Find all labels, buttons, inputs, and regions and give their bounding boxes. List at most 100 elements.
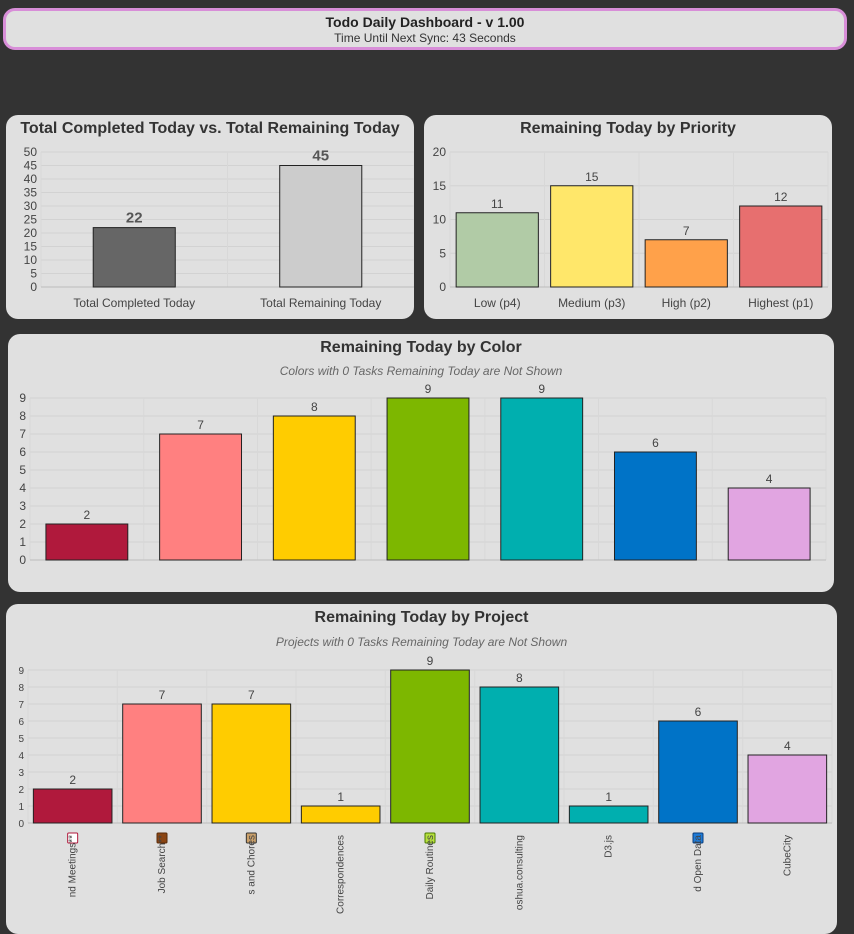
bar-value-label: 12 (774, 190, 788, 204)
bar (279, 165, 363, 288)
bar (568, 805, 649, 824)
y-tick-label: 3 (18, 768, 24, 779)
y-tick-label: 6 (19, 445, 26, 459)
y-tick-label: 20 (433, 145, 447, 159)
x-tick-label: Total Completed Today (73, 296, 195, 310)
y-tick-label: 0 (439, 280, 446, 294)
bar-value-label: 1 (337, 790, 344, 804)
bar (500, 397, 584, 561)
bar-value-label: 9 (427, 654, 434, 668)
bar (122, 703, 202, 824)
project-chart: 0 1 2 3 4 5 6 7 8 9 2 nd Meetings** 7 Job Search** 7 s … (18, 654, 833, 914)
bar-value-label: 7 (197, 418, 204, 432)
y-tick-label: 25 (24, 213, 38, 227)
y-tick-label: 9 (19, 391, 26, 405)
x-tick-label: Total Remaining Today (260, 296, 381, 310)
color-chart-subtitle: Colors with 0 Tasks Remaining Today are … (279, 364, 563, 378)
y-tick-label: 15 (433, 179, 447, 193)
bar-value-label: 7 (683, 224, 690, 238)
sync-countdown: Time Until Next Sync: 43 Seconds (334, 31, 516, 45)
bar-value-label: 8 (311, 400, 318, 414)
completed-chart-title: Total Completed Today vs. Total Remainin… (20, 120, 400, 137)
y-tick-label: 30 (24, 199, 38, 213)
bar (32, 788, 113, 824)
y-tick-label: 35 (24, 186, 38, 200)
bar-value-label: 1 (605, 790, 612, 804)
dashboard-title: Todo Daily Dashboard - v 1.00 (325, 14, 525, 30)
y-tick-label: 8 (19, 409, 26, 423)
bar (550, 185, 634, 288)
bar (658, 720, 738, 824)
bar-value-label: 4 (766, 472, 773, 486)
bar (727, 487, 811, 561)
y-tick-label: 7 (19, 427, 26, 441)
bar (390, 669, 470, 824)
x-tick-label: oshua.consulting (514, 835, 525, 910)
bar (386, 397, 470, 561)
bar-value-label: 4 (784, 739, 791, 753)
bar (747, 754, 828, 824)
y-tick-label: 3 (19, 499, 26, 513)
bar (159, 433, 243, 561)
bar (45, 523, 129, 561)
bar-value-label: 11 (491, 197, 504, 211)
dashboard-header: Todo Daily Dashboard - v 1.00 Time Until… (3, 8, 847, 50)
chores-icon (245, 832, 257, 844)
y-tick-label: 40 (24, 172, 38, 186)
bar (739, 205, 823, 288)
x-tick-label: nd Meetings** (68, 835, 79, 897)
y-tick-label: 0 (18, 819, 24, 830)
priority-chart-title: Remaining Today by Priority (520, 120, 736, 137)
bar-value-label: 45 (312, 148, 329, 165)
x-tick-label: d Open Data (693, 835, 704, 892)
bar-value-label: 6 (652, 436, 659, 450)
y-tick-label: 5 (19, 463, 26, 477)
y-tick-label: 8 (18, 683, 24, 694)
bar (300, 805, 381, 824)
bar-value-label: 2 (69, 773, 76, 787)
y-tick-label: 15 (24, 240, 38, 254)
calendar-icon (67, 832, 79, 844)
x-tick-label: D3.js (604, 835, 615, 858)
bar-value-label: 7 (159, 688, 166, 702)
y-tick-label: 2 (19, 517, 26, 531)
project-card: Remaining Today by Project Projects with… (6, 604, 837, 934)
bar-value-label: 22 (126, 210, 143, 227)
x-tick-label: s and Chores (246, 835, 257, 894)
x-tick-label: Medium (p3) (558, 296, 625, 310)
bar (211, 703, 292, 824)
y-tick-label: 4 (19, 481, 26, 495)
bar-value-label: 9 (425, 382, 432, 396)
bar (92, 227, 176, 288)
y-tick-label: 7 (18, 700, 24, 711)
y-tick-label: 0 (30, 280, 37, 294)
bar (613, 451, 697, 561)
x-tick-label: CubeCity (782, 835, 793, 876)
y-tick-label: 10 (24, 253, 38, 267)
y-tick-label: 5 (30, 267, 37, 281)
bar-value-label: 7 (248, 688, 255, 702)
bar (644, 239, 728, 288)
project-chart-title: Remaining Today by Project (314, 609, 529, 626)
y-tick-label: 2 (18, 785, 24, 796)
x-tick-label: Daily Routines (425, 835, 436, 899)
color-chart: 0 1 2 3 4 5 6 7 8 9 2 7 8 9 9 6 4 (19, 382, 827, 567)
y-tick-label: 9 (18, 666, 24, 677)
briefcase-icon (156, 832, 168, 844)
y-tick-label: 20 (24, 226, 38, 240)
data-icon (692, 832, 704, 844)
y-tick-label: 1 (19, 535, 26, 549)
priority-card: Remaining Today by Priority 0 5 10 15 20 11 Lo… (424, 115, 832, 319)
bar-value-label: 2 (84, 508, 91, 522)
color-chart-title: Remaining Today by Color (320, 339, 522, 356)
y-tick-label: 0 (19, 553, 26, 567)
bar (479, 686, 560, 824)
x-tick-label: Job Search** (157, 835, 168, 893)
y-tick-label: 50 (24, 145, 38, 159)
y-tick-label: 45 (24, 159, 38, 173)
bar-value-label: 8 (516, 671, 523, 685)
y-tick-label: 10 (433, 213, 447, 227)
x-tick-label: High (p2) (662, 296, 711, 310)
bar-value-label: 9 (538, 382, 545, 396)
